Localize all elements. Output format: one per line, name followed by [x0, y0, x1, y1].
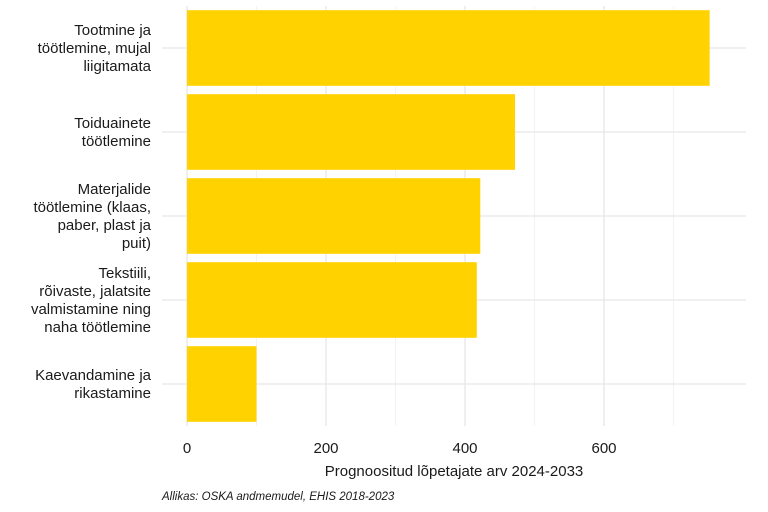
bar: [187, 346, 257, 422]
category-label: Tootmine ja töötlemine, mujal liigitamata: [38, 22, 152, 75]
bar: [187, 262, 477, 338]
category-label: Materjalide töötlemine (klaas, paber, plas…: [33, 181, 151, 252]
category-label: Toiduainete töötlemine: [74, 115, 151, 150]
x-tick-label: 400: [452, 440, 477, 457]
bar: [187, 94, 516, 170]
x-tick-label: 600: [591, 440, 616, 457]
x-tick-label: 0: [183, 440, 191, 457]
bar: [187, 10, 710, 86]
bar: [187, 178, 481, 254]
x-axis-title: Prognoositud lõpetajate arv 2024-2033: [325, 463, 584, 480]
source-caption: Allikas: OSKA andmemudel, EHIS 2018-2023: [161, 491, 395, 503]
x-tick-labels: 0 200 400 600: [183, 440, 617, 457]
x-tick-label: 200: [313, 440, 338, 457]
category-label: Tekstiili, rõivaste, jalatsite valmistamin…: [31, 265, 151, 336]
category-label: Kaevandamine ja rikastamine: [35, 367, 152, 402]
bars: [187, 10, 710, 422]
category-labels: Tootmine ja töötlemine, mujal liigitamata T…: [31, 22, 152, 402]
